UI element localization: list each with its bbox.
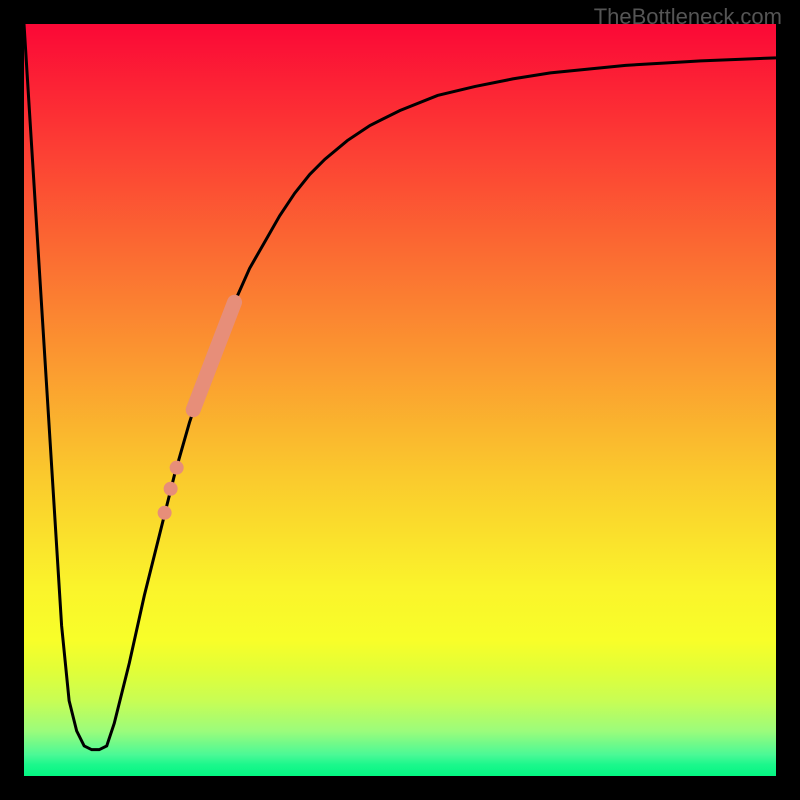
- curve-layer: [24, 24, 776, 776]
- highlight-dots: [158, 461, 184, 520]
- highlight-segment: [193, 302, 234, 410]
- plot-area: [24, 24, 776, 776]
- highlight-dot: [158, 506, 172, 520]
- highlight-dot: [164, 482, 178, 496]
- highlight-dot: [170, 461, 184, 475]
- bottleneck-curve: [24, 24, 776, 750]
